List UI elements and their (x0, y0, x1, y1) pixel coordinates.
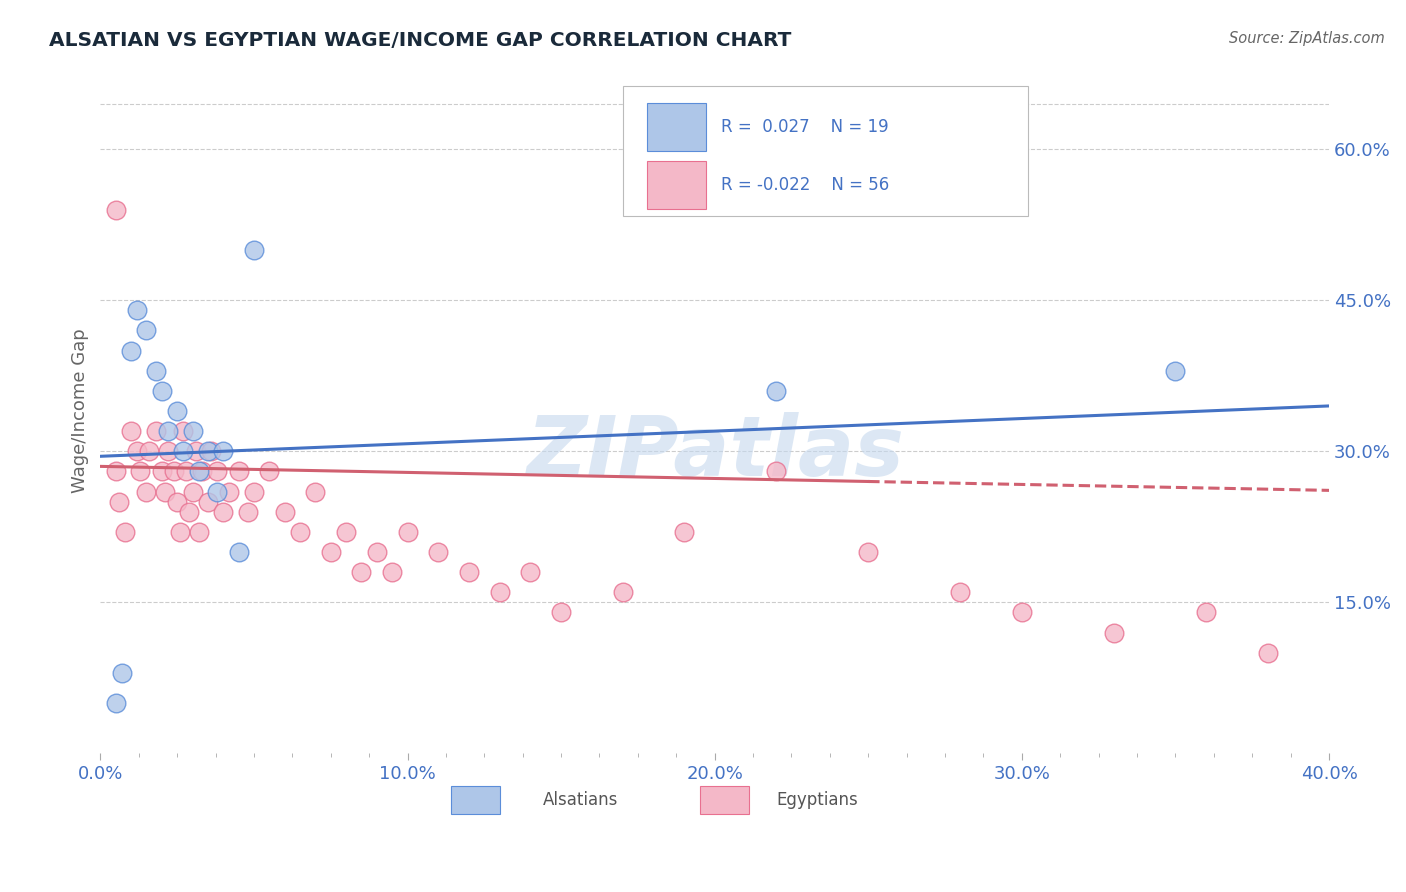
Point (114, 524, 136, 539)
Y-axis label: Wage/Income Gap: Wage/Income Gap (72, 328, 89, 493)
Point (104, 202, 127, 217)
Point (236, 505, 259, 519)
Point (243, 243, 266, 257)
Text: R =  0.027    N = 19: R = 0.027 N = 19 (721, 118, 889, 136)
Point (1164, 364, 1187, 378)
Point (187, 524, 209, 539)
Point (765, 384, 787, 398)
Point (179, 505, 201, 519)
FancyBboxPatch shape (450, 786, 499, 814)
Point (176, 464, 198, 478)
Point (205, 464, 228, 478)
Point (127, 303, 149, 318)
Point (488, 585, 510, 599)
Text: Egyptians: Egyptians (776, 791, 858, 809)
Point (288, 524, 311, 539)
Point (197, 494, 219, 508)
Point (949, 585, 972, 599)
Point (381, 565, 404, 579)
FancyBboxPatch shape (647, 161, 706, 209)
Point (550, 606, 572, 620)
Point (1195, 606, 1218, 620)
Point (218, 484, 240, 499)
Point (172, 444, 194, 458)
Point (150, 384, 173, 398)
Point (111, 665, 134, 680)
Point (145, 424, 167, 438)
Point (181, 484, 204, 499)
Text: Source: ZipAtlas.com: Source: ZipAtlas.com (1229, 31, 1385, 46)
Text: ZIPatlas: ZIPatlas (526, 411, 904, 492)
Point (129, 464, 152, 478)
Text: ALSATIAN VS EGYPTIAN WAGE/INCOME GAP CORRELATION CHART: ALSATIAN VS EGYPTIAN WAGE/INCOME GAP COR… (49, 31, 792, 50)
Point (335, 524, 357, 539)
Point (205, 484, 228, 499)
Point (259, 464, 281, 478)
Point (135, 323, 157, 337)
Point (172, 424, 194, 438)
Point (765, 464, 787, 478)
Point (166, 494, 188, 508)
Point (156, 424, 179, 438)
Point (197, 444, 219, 458)
Point (120, 343, 142, 358)
Point (187, 464, 209, 478)
Point (166, 404, 188, 418)
Point (672, 524, 695, 539)
Point (458, 565, 481, 579)
Point (169, 524, 191, 539)
Point (1257, 646, 1279, 660)
Point (138, 444, 160, 458)
Point (135, 484, 157, 499)
Point (319, 545, 342, 559)
Point (212, 505, 235, 519)
Point (181, 424, 204, 438)
Point (107, 494, 129, 508)
Point (858, 545, 880, 559)
Point (156, 444, 179, 458)
Point (1011, 606, 1033, 620)
Point (212, 444, 235, 458)
FancyBboxPatch shape (700, 786, 749, 814)
Point (120, 424, 142, 438)
Point (127, 444, 149, 458)
Point (366, 545, 388, 559)
Text: R = -0.022    N = 56: R = -0.022 N = 56 (721, 176, 889, 194)
Point (200, 444, 222, 458)
Point (153, 484, 176, 499)
Text: Alsatians: Alsatians (543, 791, 619, 809)
Point (228, 545, 250, 559)
Point (612, 585, 634, 599)
Point (350, 565, 373, 579)
Point (145, 364, 167, 378)
Point (104, 464, 127, 478)
Point (1102, 625, 1125, 640)
Point (150, 464, 173, 478)
Point (184, 444, 207, 458)
Point (273, 505, 295, 519)
Point (104, 696, 127, 710)
FancyBboxPatch shape (647, 103, 706, 151)
FancyBboxPatch shape (623, 86, 1028, 216)
Point (304, 484, 326, 499)
Point (519, 565, 541, 579)
Point (163, 464, 186, 478)
Point (396, 524, 419, 539)
Point (228, 464, 250, 478)
Point (427, 545, 450, 559)
Point (243, 484, 266, 499)
Point (190, 464, 212, 478)
